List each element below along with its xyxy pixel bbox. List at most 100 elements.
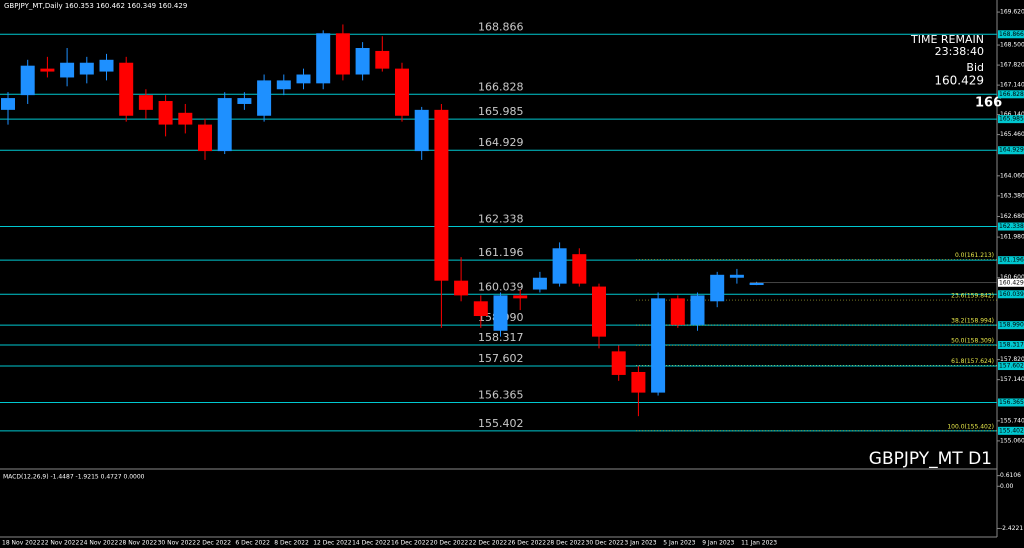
level-badge-label: 156.365 — [999, 399, 1024, 406]
candle-body — [158, 101, 173, 125]
candle-body — [532, 277, 547, 290]
level-badge — [998, 340, 1024, 349]
candle-body — [355, 48, 370, 75]
level-label: 158.317 — [478, 331, 524, 344]
level-label: 165.985 — [478, 105, 524, 118]
macd-y-tick-label: -2.4221 — [1000, 525, 1023, 532]
level-badge-label: 168.866 — [999, 31, 1024, 38]
fib-label: 38.2(158.994) — [951, 318, 994, 325]
candle-body — [631, 371, 646, 393]
y-tick-label: 166.140 — [1000, 111, 1024, 118]
fib-label: 23.6(159.842) — [951, 293, 994, 300]
level-badge — [998, 90, 1024, 99]
level-badge — [998, 256, 1024, 265]
candle-body — [729, 274, 744, 278]
candle-body — [20, 65, 35, 96]
bid-label: Bid — [966, 61, 984, 74]
candle-body — [651, 298, 666, 393]
time-remain: 23:38:40 — [935, 45, 984, 58]
candle-body — [611, 351, 626, 375]
y-tick-label: 157.140 — [1000, 376, 1024, 383]
candle-body — [414, 109, 429, 152]
x-tick-label: 30 Dec 2022 — [586, 540, 625, 547]
candle-body — [138, 95, 153, 110]
bid-badge-label: 160.429 — [999, 279, 1024, 286]
candle-body — [198, 124, 212, 152]
candle-body — [296, 74, 311, 84]
x-tick-label: 8 Dec 2022 — [274, 540, 309, 547]
y-tick-label: 165.460 — [1000, 131, 1024, 138]
candle-body — [178, 112, 193, 125]
level-badge — [998, 115, 1024, 124]
fib-label: 61.8(157.624) — [951, 358, 994, 365]
level-badge-label: 158.990 — [999, 322, 1024, 329]
candle-body — [710, 274, 725, 302]
candle-body — [119, 62, 134, 116]
level-badge-label: 155.402 — [999, 427, 1024, 434]
x-tick-label: 9 Jan 2023 — [702, 540, 734, 547]
level-badge — [998, 146, 1024, 155]
candle-body — [99, 59, 114, 72]
x-tick-label: 16 Dec 2022 — [391, 540, 430, 547]
candle-body — [749, 282, 764, 286]
level-badge-label: 165.985 — [999, 116, 1024, 123]
price-badge: 166 — [975, 96, 1002, 111]
candle-body — [316, 33, 331, 84]
candle-body — [79, 62, 94, 75]
level-label: 168.866 — [478, 20, 524, 33]
x-tick-label: 2 Dec 2022 — [197, 540, 232, 547]
x-tick-label: 26 Dec 2022 — [508, 540, 547, 547]
candle-body — [572, 254, 587, 284]
y-tick-label: 163.380 — [1000, 192, 1024, 199]
y-tick-label: 168.500 — [1000, 42, 1024, 49]
level-badge-label: 157.602 — [999, 363, 1024, 370]
level-badge — [998, 321, 1024, 330]
fib-label: 0.0(161.213) — [955, 252, 994, 259]
candle-body — [335, 33, 350, 75]
bid-badge — [998, 278, 1024, 287]
x-tick-label: 12 Dec 2022 — [313, 540, 352, 547]
x-tick-label: 18 Nov 2022 — [2, 540, 41, 547]
level-label: 156.365 — [478, 388, 524, 401]
candle-body — [1, 98, 15, 110]
level-badge-label: 166.828 — [999, 91, 1024, 98]
x-tick-label: 24 Nov 2022 — [80, 540, 119, 547]
y-tick-label: 162.680 — [1000, 213, 1024, 220]
x-tick-label: 6 Dec 2022 — [235, 540, 270, 547]
x-tick-label: 22 Dec 2022 — [469, 540, 508, 547]
y-tick-label: 164.060 — [1000, 172, 1024, 179]
candle-body — [276, 80, 291, 90]
candle-body — [552, 248, 567, 284]
level-badge — [998, 362, 1024, 371]
x-tick-label: 20 Dec 2022 — [430, 540, 469, 547]
y-tick-label: 155.060 — [1000, 437, 1024, 444]
macd-y-tick-label: 0.00 — [1000, 483, 1014, 490]
candle-body — [473, 301, 488, 317]
level-badge — [998, 426, 1024, 435]
level-badge-label: 164.929 — [999, 147, 1024, 154]
level-badge — [998, 222, 1024, 231]
y-tick-label: 155.740 — [1000, 417, 1024, 424]
level-label: 160.039 — [478, 280, 524, 293]
fib-label: 50.0(158.309) — [951, 338, 994, 345]
candle-body — [513, 295, 528, 299]
x-tick-label: 14 Dec 2022 — [352, 540, 391, 547]
level-badge — [998, 290, 1024, 299]
level-badge — [998, 398, 1024, 407]
level-label: 162.338 — [478, 213, 524, 226]
candle-body — [237, 98, 252, 104]
candle-body — [60, 62, 75, 78]
candle-body — [493, 295, 508, 331]
x-tick-label: 5 Jan 2023 — [663, 540, 695, 547]
level-badge-label: 161.196 — [999, 257, 1024, 264]
chart-title: GBPJPY_MT,Daily 160.353 160.462 160.349 … — [4, 2, 187, 10]
candle-body — [592, 286, 606, 337]
level-badge-label: 160.039 — [999, 291, 1024, 298]
y-tick-label: 167.140 — [1000, 82, 1024, 89]
level-badge — [998, 30, 1024, 39]
y-tick-label: 160.600 — [1000, 274, 1024, 281]
macd-y-tick-label: 0.6106 — [1000, 472, 1021, 479]
macd-label: MACD(12,26,9) -1.4487 -1.9215 0.4727 0.0… — [3, 474, 145, 481]
level-label: 164.929 — [478, 136, 524, 149]
